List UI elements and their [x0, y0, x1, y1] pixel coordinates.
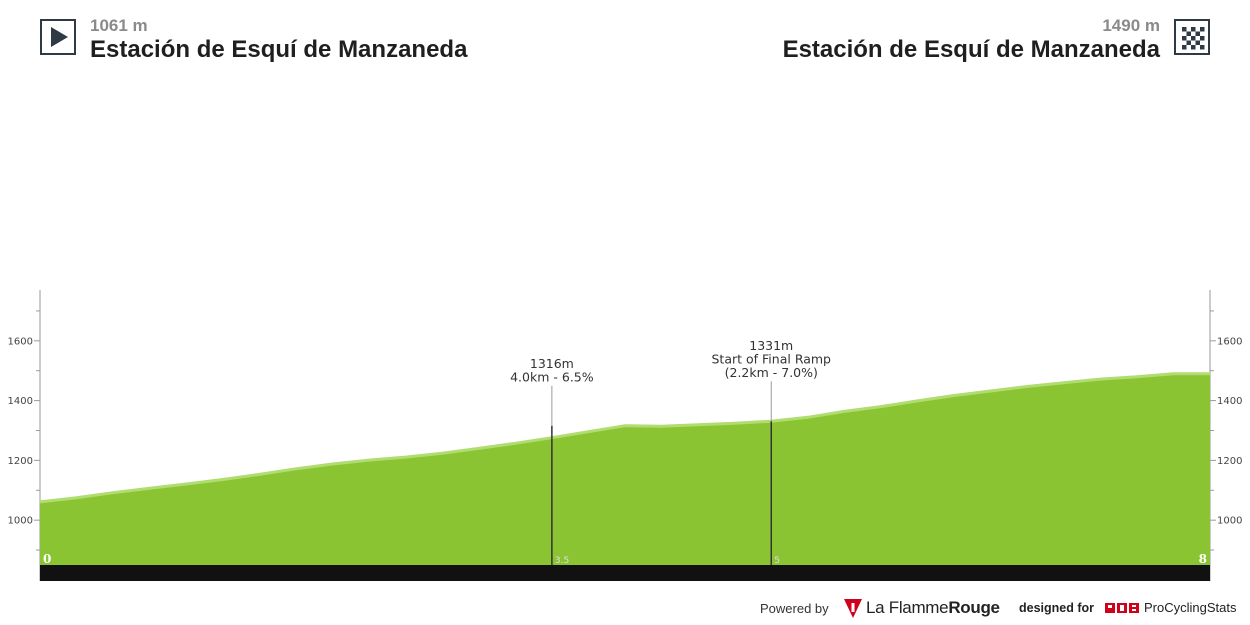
finish-elevation: 1490 m — [1102, 16, 1160, 35]
flamme-rouge-logo-icon[interactable] — [843, 597, 863, 619]
y-tick-label-left: 1000 — [8, 516, 33, 527]
procyclingstats-link[interactable]: ProCyclingStats — [1144, 600, 1237, 615]
distance-band — [40, 565, 1210, 581]
annotation-text: (2.2km - 7.0%) — [725, 365, 818, 380]
y-tick-label-left: 1600 — [8, 336, 33, 347]
annotation-text: 1331m — [749, 338, 793, 353]
annotation-text: 4.0km - 6.5% — [510, 370, 594, 385]
y-tick-label-right: 1400 — [1217, 396, 1242, 407]
start-elevation: 1061 m — [90, 16, 148, 35]
y-tick-label-right: 1200 — [1217, 456, 1242, 467]
profile-area — [40, 373, 1210, 565]
km-marker-label: 5 — [774, 556, 780, 566]
y-tick-label-left: 1400 — [8, 396, 33, 407]
start-flag-icon — [40, 19, 76, 55]
km-marker-layer: 0 3.5 5 8 — [43, 552, 1207, 566]
profile-line — [39, 372, 1210, 504]
profile-area-layer — [39, 372, 1210, 581]
y-tick-label-left: 1200 — [8, 456, 33, 467]
y-tick-label-right: 1600 — [1217, 336, 1242, 347]
finish-location: Estación de Esquí de Manzaneda — [782, 36, 1160, 63]
km-marker-label: 0 — [43, 552, 51, 566]
designed-for-label: designed for — [1019, 601, 1095, 615]
footer: Powered by La FlammeRouge designed for P… — [0, 597, 1250, 621]
km-marker-label: 3.5 — [555, 556, 569, 566]
y-tick-label-right: 1000 — [1217, 516, 1242, 527]
annotation-text: Start of Final Ramp — [712, 352, 832, 367]
flamme-rouge-brand-b: Rouge — [948, 598, 1000, 617]
km-marker-label: 8 — [1199, 552, 1207, 566]
powered-by-label: Powered by — [760, 601, 829, 616]
flamme-rouge-brand-a: La Flamme — [866, 598, 949, 617]
start-location: Estación de Esquí de Manzaneda — [90, 36, 468, 63]
flamme-rouge-link[interactable]: La FlammeRouge — [866, 598, 1000, 618]
annotation-text: 1316m — [530, 356, 574, 371]
pcs-logo-icon[interactable] — [1105, 603, 1141, 613]
finish-flag-icon — [1174, 19, 1210, 55]
